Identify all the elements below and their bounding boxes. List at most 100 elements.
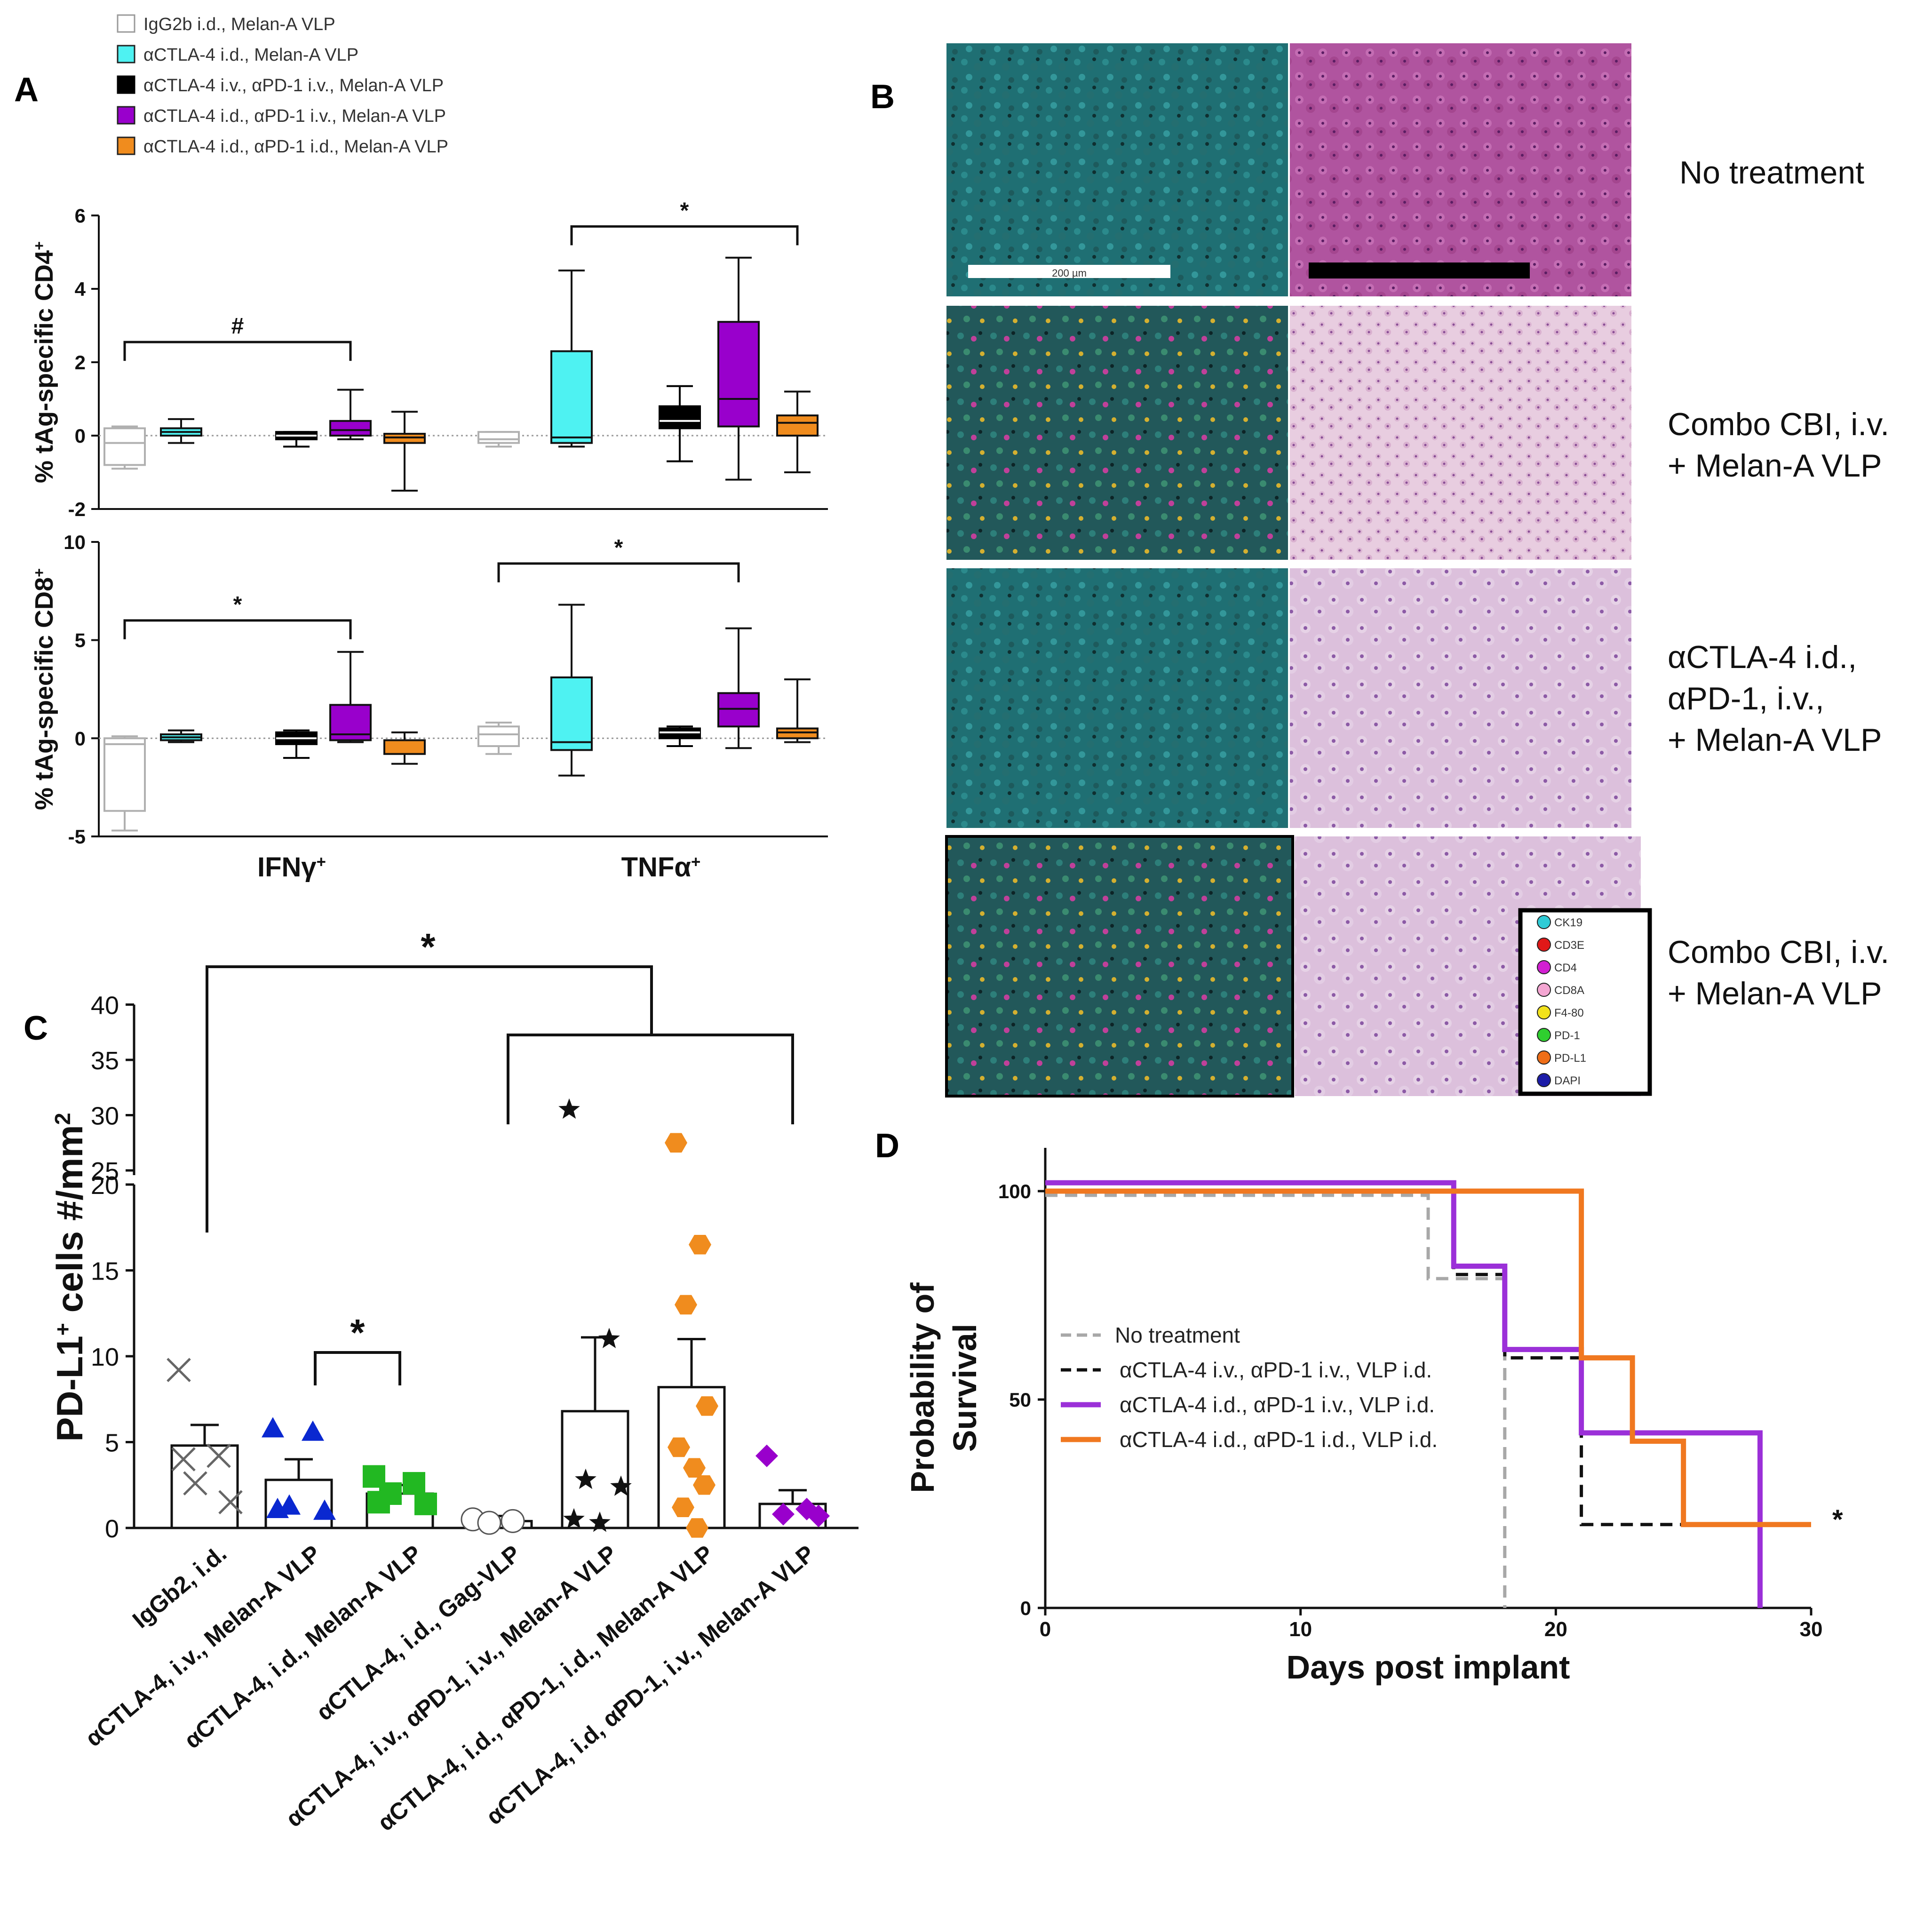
y-tick-label: 40 bbox=[91, 992, 119, 1020]
scale-bar-multiplex bbox=[968, 265, 1170, 278]
data-point bbox=[218, 1490, 243, 1515]
y-tick-label: 50 bbox=[1009, 1389, 1031, 1411]
significance-label: * bbox=[1832, 1504, 1843, 1535]
panel-label-d: D bbox=[875, 1127, 899, 1165]
significance-label: * bbox=[421, 926, 436, 968]
y-tick-label: -2 bbox=[68, 498, 86, 520]
data-point bbox=[772, 1503, 795, 1526]
scale-bar-label: 200 µm bbox=[1052, 267, 1087, 279]
survival-curve bbox=[1045, 1193, 1507, 1608]
legend-label: αCTLA-4 i.d., αPD-1 i.d., VLP i.d. bbox=[1120, 1427, 1438, 1452]
data-point bbox=[610, 1475, 632, 1496]
marker-label: CD8A bbox=[1554, 984, 1584, 997]
significance-bracket bbox=[497, 562, 740, 582]
significance-label: * bbox=[680, 198, 689, 223]
scale-bar-he bbox=[1309, 262, 1530, 278]
panel-a-legend: IgG2b i.d., Melan-A VLP αCTLA-4 i.d., Me… bbox=[117, 14, 448, 157]
data-point bbox=[807, 1504, 830, 1527]
x-tick-label: 20 bbox=[1544, 1618, 1567, 1641]
marker-swatch bbox=[1537, 983, 1551, 997]
data-point bbox=[171, 1447, 196, 1472]
data-point bbox=[266, 1497, 289, 1519]
y-tick-label: 30 bbox=[91, 1102, 119, 1130]
box bbox=[383, 739, 426, 755]
legend-item: αCTLA-4 i.d., Melan-A VLP bbox=[117, 45, 358, 65]
marker-legend-items: CK19 CD3E CD4 CD8A F4-80 PD-1 PD-L1 DAPI bbox=[1537, 915, 1586, 1087]
significance-bracket bbox=[123, 341, 352, 361]
multiplex-image-combo-cbi-iv bbox=[946, 306, 1288, 560]
marker-label: CK19 bbox=[1554, 916, 1582, 929]
data-point bbox=[414, 1492, 437, 1515]
y-tick-label: 100 bbox=[998, 1180, 1031, 1202]
marker-label: PD-1 bbox=[1554, 1029, 1580, 1042]
box bbox=[477, 431, 520, 444]
x-category-label: αCTLA-4, i.v., αPD-1, i.v., Melan-A VLP bbox=[281, 1540, 622, 1832]
legend-label: αCTLA-4 i.v., αPD-1 i.v., VLP i.d. bbox=[1120, 1358, 1432, 1382]
box bbox=[103, 427, 146, 466]
marker-swatch bbox=[1537, 1005, 1551, 1019]
box bbox=[550, 350, 593, 444]
panel-label-b: B bbox=[870, 78, 895, 116]
marker-legend: CK19 CD3E CD4 CD8A F4-80 PD-1 PD-L1 DAPI bbox=[1518, 908, 1652, 1096]
row-labels: No treatment Combo CBI, i.v. + Melan-A V… bbox=[1668, 155, 1889, 1011]
significance-bracket-inner bbox=[507, 1034, 652, 1124]
y-tick-label: 20 bbox=[91, 1171, 119, 1200]
multiplex-image-no-treatment bbox=[946, 43, 1288, 296]
significance-label: # bbox=[231, 314, 244, 339]
marker-label: CD3E bbox=[1554, 939, 1584, 952]
significance-label: * bbox=[350, 1312, 365, 1353]
y-tick-label: -5 bbox=[68, 826, 86, 848]
y-tick-label: 0 bbox=[75, 727, 86, 749]
x-axis-label: Days post implant bbox=[1287, 1649, 1570, 1686]
x-tick-label: 0 bbox=[1040, 1618, 1051, 1641]
data-point bbox=[558, 1098, 580, 1119]
data-point bbox=[696, 1396, 718, 1416]
y-tick-label: 2 bbox=[75, 351, 86, 374]
y-axis-label: % tAg-specific CD4+ bbox=[30, 241, 58, 483]
row-label-ctla4-id-line3: + Melan-A VLP bbox=[1668, 722, 1882, 758]
x-tick-label: 30 bbox=[1800, 1618, 1823, 1641]
y-tick-label: 15 bbox=[91, 1257, 119, 1286]
multiplex-image-ctla4-id-pd1-iv bbox=[946, 568, 1288, 828]
legend-label: αCTLA-4 i.v., αPD-1 i.v., Melan-A VLP bbox=[143, 76, 444, 95]
row-label-combo-cbi-iv-line2: + Melan-A VLP bbox=[1668, 448, 1882, 484]
box bbox=[717, 321, 760, 428]
data-point bbox=[167, 1358, 191, 1382]
panel-label-a: A bbox=[14, 71, 39, 109]
box bbox=[103, 737, 146, 812]
survival-curve bbox=[1045, 1188, 1811, 1527]
cd8-box-plot: -5 0 5 10 % tAg-specific CD8+ * * IFNγ+ TNFα+ bbox=[30, 531, 828, 883]
legend-swatch bbox=[117, 106, 135, 125]
data-point bbox=[672, 1497, 694, 1517]
y-tick-label: 4 bbox=[75, 278, 86, 300]
data-point bbox=[683, 1458, 706, 1478]
legend-label: αCTLA-4 i.d., αPD-1 i.v., VLP i.d. bbox=[1120, 1392, 1435, 1417]
legend-label: αCTLA-4 i.d., αPD-1 i.v., Melan-A VLP bbox=[143, 106, 446, 126]
marker-swatch bbox=[1537, 1073, 1551, 1087]
data-point bbox=[403, 1472, 425, 1495]
y-tick-label: 5 bbox=[105, 1429, 119, 1457]
multiplex-image-combo-cbi-iv-2 bbox=[945, 835, 1294, 1098]
data-point bbox=[563, 1508, 585, 1529]
marker-swatch bbox=[1537, 915, 1551, 929]
significance-label: * bbox=[233, 592, 242, 617]
x-group-label: IFNγ+ bbox=[257, 852, 326, 883]
significance-bracket bbox=[123, 619, 352, 639]
y-tick-label: 25 bbox=[91, 1157, 119, 1185]
box bbox=[477, 725, 520, 748]
data-point bbox=[183, 1471, 207, 1495]
he-image-combo-cbi-iv bbox=[1290, 306, 1631, 560]
panel-label-c: C bbox=[24, 1010, 48, 1047]
row-label-no-treatment: No treatment bbox=[1679, 155, 1864, 191]
significance-bracket-outer bbox=[206, 965, 794, 1233]
legend-item: IgG2b i.d., Melan-A VLP bbox=[117, 14, 335, 34]
box bbox=[717, 692, 760, 728]
y-tick-label: 0 bbox=[105, 1515, 119, 1543]
data-point bbox=[665, 1133, 687, 1153]
y-axis-label: PD-L1+ cells #/mm2 bbox=[49, 1113, 90, 1441]
y-tick-label: 5 bbox=[75, 629, 86, 652]
box bbox=[659, 727, 701, 740]
box bbox=[776, 414, 819, 437]
data-point bbox=[755, 1444, 778, 1467]
